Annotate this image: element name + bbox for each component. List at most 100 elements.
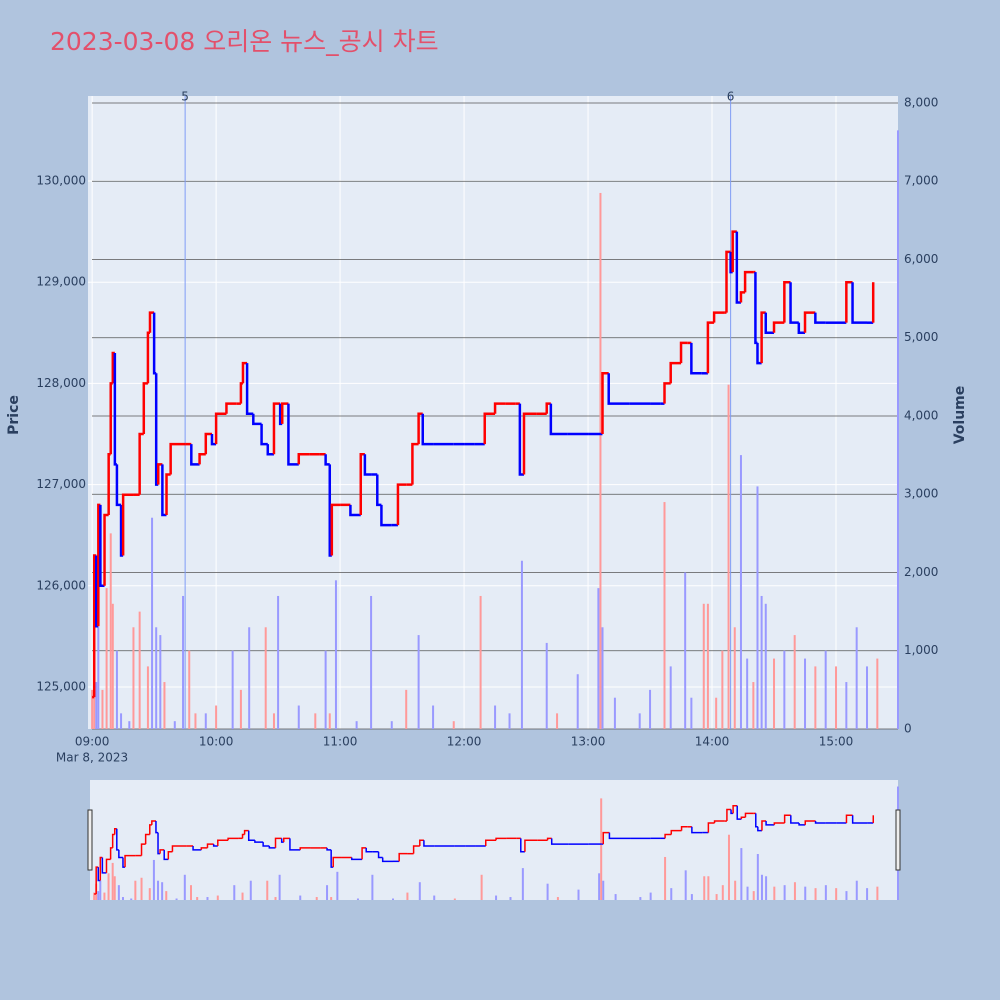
mini-volume-bar xyxy=(649,892,652,900)
volume-bar xyxy=(272,713,275,729)
price-line xyxy=(266,444,274,456)
price-line xyxy=(169,442,186,475)
mini-volume-bar xyxy=(855,880,858,900)
mini-volume-bar xyxy=(614,894,617,900)
volume-bar xyxy=(520,560,523,729)
mini-price-line xyxy=(680,826,688,831)
mini-volume-bar xyxy=(161,882,164,900)
mini-price-line xyxy=(243,829,249,835)
mini-price-line xyxy=(206,843,214,848)
mini-price-line xyxy=(262,842,270,847)
volume-bar xyxy=(91,689,94,729)
volume-bar xyxy=(115,650,118,729)
mini-price-line xyxy=(351,857,363,861)
mini-volume-bar xyxy=(727,834,730,900)
mini-volume-bar xyxy=(690,894,693,900)
mini-price-line xyxy=(101,857,107,874)
mini-price-line xyxy=(790,815,800,824)
price-line xyxy=(245,363,254,416)
price-line xyxy=(706,321,715,374)
mini-price-line xyxy=(740,816,746,820)
volume-bar xyxy=(638,713,641,729)
price-line xyxy=(760,311,766,364)
mini-volume-bar xyxy=(140,877,143,900)
volume-bar xyxy=(783,650,786,729)
mini-price-line xyxy=(268,845,276,849)
mini-price-line xyxy=(495,837,507,841)
mini-price-line xyxy=(664,833,672,839)
volume-bar xyxy=(111,603,114,729)
mini-volume-bar xyxy=(315,897,318,900)
price-line xyxy=(493,402,506,414)
mini-volume-bar xyxy=(824,885,827,900)
mini-price-line xyxy=(744,812,754,818)
mini-volume-bar xyxy=(866,888,869,900)
mini-volume-bar xyxy=(600,798,603,900)
volume-bar xyxy=(194,713,197,729)
price-line xyxy=(99,504,105,588)
mini-price-line xyxy=(412,845,420,854)
price-line xyxy=(669,361,682,384)
volume-bar xyxy=(702,603,705,729)
volume-bar xyxy=(760,595,763,729)
volume-bar xyxy=(576,674,579,729)
mini-volume-bar xyxy=(299,895,302,900)
price-line xyxy=(601,372,609,435)
price-line xyxy=(380,504,392,527)
volume-bar xyxy=(277,595,280,729)
price-line xyxy=(138,432,144,495)
mini-volume-bar xyxy=(577,889,580,900)
price-line xyxy=(739,291,746,303)
price-line xyxy=(483,412,496,445)
mini-volume-bar xyxy=(480,874,483,900)
volume-bar xyxy=(239,689,242,729)
volume-bar xyxy=(756,486,759,729)
mini-price-line xyxy=(804,820,816,825)
price-line xyxy=(549,403,568,436)
y2-tick-label: 1,000 xyxy=(904,643,938,657)
mini-price-line xyxy=(608,832,631,840)
price-line xyxy=(735,231,741,304)
volume-bar xyxy=(684,572,687,729)
mini-price-line xyxy=(159,849,165,854)
mini-price-line xyxy=(274,837,282,848)
mini-volume-bar xyxy=(241,892,244,900)
price-line xyxy=(280,402,289,424)
volume-bar xyxy=(746,658,749,729)
y2-tick-label: 0 xyxy=(904,722,912,736)
price-line xyxy=(712,311,725,323)
volume-bar xyxy=(105,588,108,729)
mini-price-line xyxy=(851,815,868,824)
slider-handle[interactable] xyxy=(87,809,93,871)
mini-volume-bar xyxy=(715,894,718,900)
volume-bar xyxy=(835,666,838,729)
mini-price-line xyxy=(299,847,311,850)
mini-volume-bar xyxy=(134,880,137,900)
volume-bar xyxy=(613,697,616,729)
mini-volume-bar xyxy=(103,892,106,900)
mini-volume-bar xyxy=(721,885,724,900)
price-line xyxy=(287,403,299,466)
y2-tick-label: 5,000 xyxy=(904,330,938,344)
price-line xyxy=(214,412,227,445)
volume-bar xyxy=(793,635,796,729)
mini-volume-bar xyxy=(93,892,96,900)
mini-price-line xyxy=(691,826,703,834)
volume-bar xyxy=(370,595,373,729)
mini-price-line xyxy=(783,814,791,823)
mini-price-line xyxy=(326,847,332,851)
mini-volume-bar xyxy=(453,898,456,900)
volume-bar xyxy=(173,721,176,729)
slider-handle[interactable] xyxy=(895,809,901,871)
price-line xyxy=(783,280,791,323)
x-tick-label: 15:00 xyxy=(819,735,854,749)
mini-price-line xyxy=(105,858,111,873)
price-line xyxy=(814,312,826,324)
mini-volume-bar xyxy=(121,897,124,900)
mini-volume-bar xyxy=(876,886,879,900)
price-line xyxy=(417,412,423,445)
volume-bar xyxy=(204,713,207,729)
volume-bar xyxy=(138,611,141,729)
volume-bar xyxy=(95,682,98,729)
